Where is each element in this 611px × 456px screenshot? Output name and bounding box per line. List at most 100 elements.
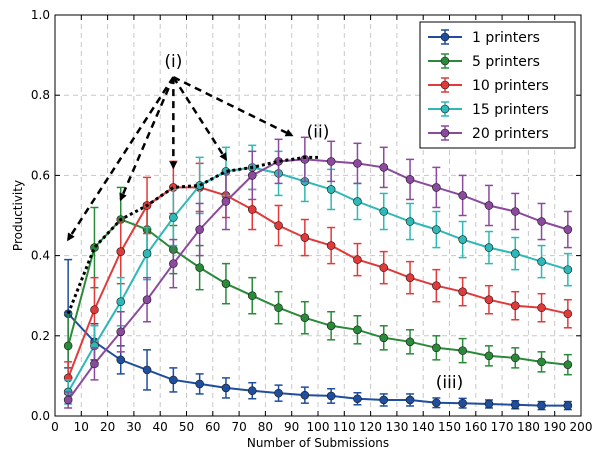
legend-swatch-marker	[440, 104, 450, 114]
x-tick-label: 10	[74, 420, 89, 434]
data-point	[353, 255, 362, 264]
data-point	[458, 287, 467, 296]
data-point	[510, 353, 520, 363]
x-axis-label: Number of Submissions	[247, 436, 389, 450]
legend-label: 20 printers	[472, 126, 549, 142]
data-point	[510, 207, 520, 216]
data-point	[405, 395, 415, 405]
legend-swatch-marker	[440, 32, 450, 42]
y-tick-label: 0.8	[31, 88, 50, 102]
x-tick-label: 160	[464, 420, 487, 434]
x-tick-label: 100	[307, 420, 330, 434]
series-line	[67, 166, 569, 393]
x-tick-label: 120	[359, 420, 382, 434]
x-tick-label: 130	[385, 420, 408, 434]
data-point	[221, 197, 231, 206]
data-point	[353, 159, 362, 168]
data-point	[195, 225, 204, 234]
legend-label: 1 printers	[472, 30, 540, 46]
x-tick-label: 20	[100, 420, 115, 434]
legend-swatch-marker	[440, 80, 450, 90]
x-tick-label: 80	[258, 420, 273, 434]
annotation-label: (ii)	[307, 122, 330, 142]
legend-label: 5 printers	[472, 54, 540, 70]
x-tick-label: 150	[438, 420, 461, 434]
data-point	[537, 303, 546, 313]
series-line	[67, 158, 569, 401]
data-point	[537, 357, 546, 367]
data-point	[405, 273, 415, 282]
annotation-label: (iii)	[436, 373, 463, 393]
gridlines	[55, 15, 581, 416]
data-point	[405, 175, 415, 184]
data-point	[537, 257, 546, 266]
data-point	[221, 383, 231, 393]
data-point	[326, 321, 336, 331]
data-point	[510, 400, 520, 410]
data-point	[169, 259, 178, 268]
data-point	[300, 233, 310, 242]
data-point	[379, 263, 389, 272]
series-line	[67, 218, 569, 366]
data-point	[510, 301, 520, 311]
series-5-printers	[63, 186, 573, 379]
y-tick-label: 0.6	[31, 168, 50, 182]
data-point	[326, 185, 336, 194]
x-tick-label: 110	[333, 420, 356, 434]
x-tick-label: 50	[179, 420, 194, 434]
data-point	[326, 157, 336, 166]
x-tick-label: 170	[491, 420, 514, 434]
peak-envelope-line	[66, 155, 318, 315]
data-point	[458, 398, 467, 408]
data-point	[90, 305, 99, 315]
data-point	[405, 337, 415, 347]
data-point	[510, 249, 520, 258]
data-point	[563, 360, 573, 369]
data-point	[353, 197, 362, 206]
series-layer	[63, 136, 573, 411]
data-point	[195, 263, 204, 272]
x-tick-label: 190	[543, 420, 566, 434]
data-point	[563, 265, 573, 274]
data-point	[484, 243, 494, 252]
legend-label: 10 printers	[472, 78, 549, 94]
legend-entry: 1 printers	[428, 29, 540, 46]
data-point	[116, 297, 126, 307]
y-axis-label: Productivity	[11, 180, 25, 251]
x-tick-label: 200	[570, 420, 593, 434]
legend-swatch-marker	[440, 128, 450, 138]
x-tick-label: 90	[284, 420, 299, 434]
x-tick-label: 180	[517, 420, 540, 434]
data-point	[142, 295, 152, 305]
peak-envelope	[66, 155, 318, 315]
x-tick-label: 40	[153, 420, 168, 434]
y-tick-label: 0.4	[31, 249, 50, 263]
data-point	[221, 279, 231, 288]
data-point	[379, 333, 389, 343]
y-tick-label: 1.0	[31, 8, 50, 22]
legend-entry: 10 printers	[428, 77, 549, 94]
legend-entry: 20 printers	[428, 125, 549, 142]
x-tick-label: 140	[412, 420, 435, 434]
data-point	[274, 388, 283, 398]
data-point	[432, 343, 441, 353]
data-point	[484, 201, 494, 210]
series-line	[67, 313, 568, 407]
data-point	[247, 205, 257, 214]
data-point	[274, 221, 283, 230]
data-point	[195, 379, 204, 389]
data-point	[458, 346, 467, 355]
data-point	[537, 401, 546, 410]
data-point	[537, 217, 546, 226]
annotation-arrow	[67, 76, 175, 242]
data-point	[247, 291, 257, 301]
legend-entry: 5 printers	[428, 53, 540, 70]
data-point	[379, 395, 389, 405]
data-point	[274, 303, 283, 313]
data-point	[458, 191, 467, 200]
data-point	[142, 249, 152, 258]
data-point	[247, 171, 257, 180]
data-point	[563, 309, 573, 319]
annotation-arrow	[119, 76, 175, 202]
data-point	[116, 247, 126, 256]
